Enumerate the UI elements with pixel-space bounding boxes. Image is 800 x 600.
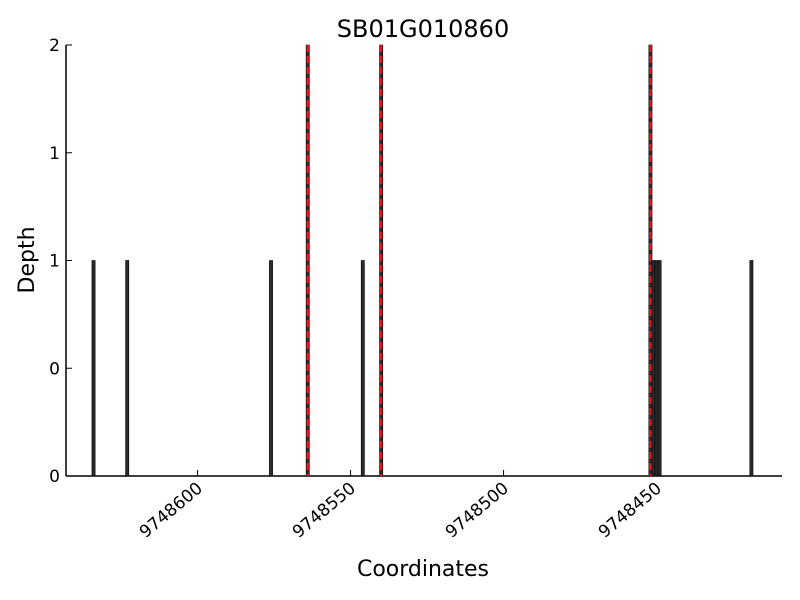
- y-tick-label: 2: [49, 36, 60, 56]
- y-tick-label: 1: [49, 252, 60, 272]
- bars: [91, 44, 754, 477]
- chart-title: SB01G010860: [337, 15, 509, 43]
- depth-bar: [749, 260, 754, 477]
- depth-bar: [360, 260, 365, 477]
- x-tick-label: 9748500: [442, 479, 513, 543]
- x-tick-label: 9748450: [595, 479, 666, 543]
- depth-bar: [125, 260, 130, 477]
- y-tick-label: 0: [49, 359, 60, 379]
- y-axis-label: Depth: [15, 226, 40, 293]
- markers: [306, 45, 652, 476]
- x-tick-label: 9748550: [289, 479, 360, 543]
- depth-bar: [654, 260, 659, 477]
- depth-bar: [651, 260, 656, 477]
- x-tick-label: 9748600: [136, 479, 207, 543]
- depth-bar: [91, 260, 96, 477]
- depth-bar: [657, 260, 662, 477]
- x-axis-label: Coordinates: [357, 557, 489, 582]
- y-tick-label: 1: [49, 144, 60, 164]
- y-axis: 0 0 1 1 2: [49, 36, 72, 487]
- x-axis: 9748600 9748550 9748500 9748450: [66, 470, 782, 543]
- depth-bar: [269, 260, 273, 477]
- y-tick-label: 0: [49, 467, 60, 487]
